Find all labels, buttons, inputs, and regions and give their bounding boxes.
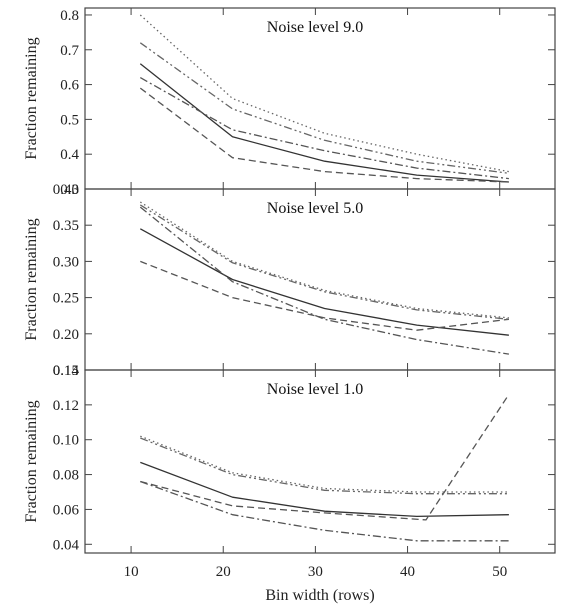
y-tick-label: 0.08 — [53, 468, 79, 484]
y-tick-label: 0.3 — [60, 182, 79, 198]
series-line-solid — [139, 63, 509, 183]
y-tick-label: 0.30 — [53, 254, 79, 270]
series-line-solid — [139, 228, 509, 336]
y-tick-label: 0.10 — [53, 433, 79, 449]
chart-panel-1: 0.3 0.4 0.5 0.6 0.7 0.8 Fraction remaining Nois… — [23, 7, 556, 198]
y-tick-label: 0.04 — [53, 537, 80, 553]
y-tick-label: 0.6 — [60, 78, 79, 94]
series-line-dashed — [139, 87, 509, 183]
series-line-dashed — [140, 260, 509, 331]
x-tick-label: 20 — [216, 564, 231, 580]
y-tick-label: 0.12 — [53, 398, 79, 414]
y-tick-label: 0.7 — [60, 43, 79, 59]
series-line-solid — [140, 461, 509, 518]
y-tick-label: 0.40 — [53, 182, 79, 198]
y-tick-label: 0.15 — [53, 363, 79, 379]
series-line-dashdotdot — [140, 437, 509, 495]
y-tick-label: 0.20 — [53, 327, 79, 343]
series-line-dotted — [139, 14, 510, 173]
series-line-dashdot — [139, 77, 509, 180]
y-tick-label: 0.4 — [60, 147, 79, 163]
y-tick-label: 0.35 — [53, 218, 79, 234]
panel-title: Noise level 1.0 — [267, 381, 363, 398]
x-tick-label: 40 — [400, 564, 415, 580]
y-axis-label: Fraction remaining — [23, 37, 40, 159]
x-tick-label: 50 — [492, 564, 507, 580]
chart-panel-3: 0.04 0.06 0.08 0.10 0.12 0.14 10 20 30 40 50 Fracti… — [23, 363, 556, 604]
series-line-dashdotdot — [139, 42, 509, 174]
x-axis-label: Bin width (rows) — [265, 587, 374, 604]
series-line-dashdot — [139, 206, 510, 355]
x-tick-label: 30 — [308, 564, 323, 580]
series-line-dashed — [140, 394, 510, 521]
plot-frame — [84, 369, 556, 554]
y-tick-label: 0.8 — [60, 8, 79, 24]
panel-title: Noise level 5.0 — [267, 200, 363, 217]
series-line-dashdotdot — [139, 204, 509, 320]
x-tick-label: 10 — [124, 564, 139, 580]
y-axis-label: Fraction remaining — [23, 218, 40, 340]
series-line-dotted — [139, 201, 509, 319]
y-tick-label: 0.25 — [53, 291, 79, 307]
series-line-dotted — [140, 435, 509, 493]
chart-panel-2: 0.15 0.20 0.25 0.30 0.35 0.40 Fraction remaini… — [23, 182, 556, 379]
y-tick-label: 0.5 — [60, 112, 79, 128]
y-tick-label: 0.14 — [53, 363, 80, 379]
y-tick-label: 0.06 — [53, 502, 80, 518]
panel-title: Noise level 9.0 — [267, 19, 363, 36]
series-line-dashdot — [140, 480, 509, 542]
y-axis-label: Fraction remaining — [23, 400, 40, 522]
